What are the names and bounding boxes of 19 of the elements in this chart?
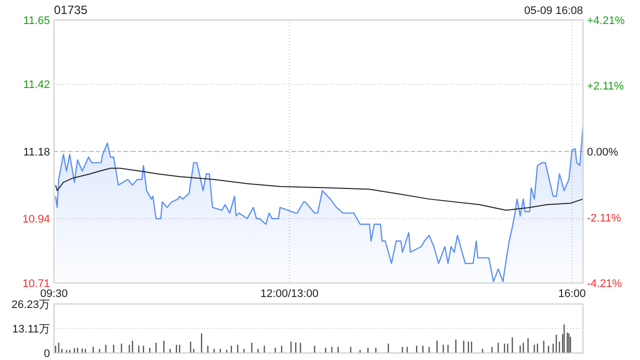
y-tick-label: 11.65 (23, 14, 50, 27)
y2-tick-label: 0.00% (587, 146, 618, 158)
y-tick-label: 11.42 (23, 79, 50, 92)
y-tick-label: 11.18 (23, 146, 50, 158)
x-tick-label: 09:30 (40, 288, 68, 300)
y-tick-label: 10.94 (22, 214, 50, 226)
x-tick-label: 12:00/13:00 (260, 288, 319, 300)
chart-title: 01735 (54, 3, 88, 17)
y2-tick-label: -4.21% (587, 278, 622, 290)
y2-tick-label: +4.21% (587, 14, 625, 27)
y-tick-label: 0 (44, 348, 50, 360)
y-tick-label: 10.71 (22, 278, 50, 290)
x-tick-label: 16:00 (558, 288, 586, 300)
line-series (55, 168, 584, 211)
chart-subtitle: 05-09 16:08 (524, 5, 583, 17)
y2-tick-label: +2.11% (587, 80, 624, 92)
y-tick-label: 13.11万 (12, 323, 50, 336)
y2-tick-label: -2.11% (587, 212, 622, 224)
y-tick-label: 26.23万 (11, 298, 50, 311)
